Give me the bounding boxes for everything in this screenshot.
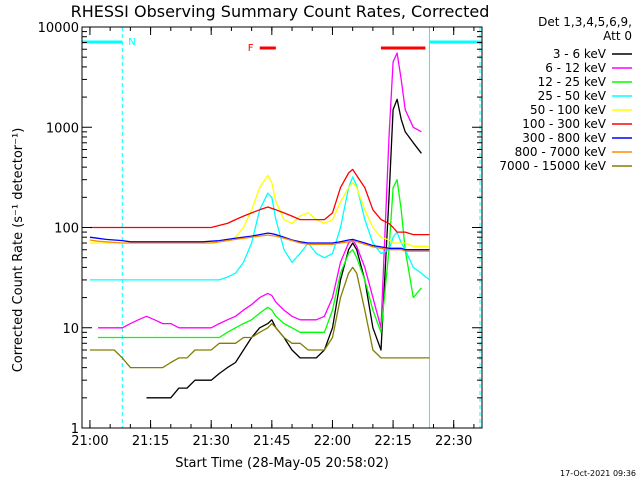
flare-label: F	[248, 43, 254, 54]
x-tick-label: 21:00	[71, 434, 108, 449]
legend-label: 7000 - 15000 keV	[499, 159, 606, 173]
x-tick-label: 22:30	[435, 434, 472, 449]
y-axis-label: Corrected Count Rate (s⁻¹ detector⁻¹)	[11, 128, 26, 373]
night-label: N	[128, 37, 135, 48]
timestamp: 17-Oct-2021 09:36	[560, 469, 636, 478]
y-tick-label: 100	[54, 222, 79, 237]
y-tick-label: 10000	[38, 21, 79, 36]
legend-label: 3 - 6 keV	[553, 47, 607, 61]
x-tick-label: 22:15	[374, 434, 411, 449]
chart-title: RHESSI Observing Summary Count Rates, Co…	[71, 2, 490, 21]
y-tick-label: 1000	[46, 121, 79, 136]
series-line-9	[89, 266, 430, 369]
series-line-4	[89, 176, 430, 281]
series-line-7	[89, 232, 430, 251]
series-line-2	[98, 52, 422, 329]
legend-label: 6 - 12 keV	[545, 61, 607, 75]
legend-label: 25 - 50 keV	[538, 89, 607, 103]
x-tick-label: 21:30	[192, 434, 229, 449]
legend-label: 12 - 25 keV	[538, 75, 607, 89]
axes-layer: 21:00 21:15 21:30 21:45 22:00 22:15 22:30 1 10 10…	[38, 21, 483, 449]
legend-label: 100 - 300 keV	[522, 117, 606, 131]
legend-label: 300 - 800 keV	[522, 131, 606, 145]
annotation-layer: NF	[81, 27, 483, 428]
legend-label: 800 - 7000 keV	[515, 145, 607, 159]
x-tick-label: 22:00	[314, 434, 351, 449]
y-tick-label: 10	[62, 322, 79, 337]
series-line-8	[89, 234, 430, 252]
x-tick-label: 21:45	[253, 434, 290, 449]
series-line-3	[98, 179, 422, 339]
y-tick-label: 1	[71, 422, 79, 437]
x-tick-label: 21:15	[132, 434, 169, 449]
series-layer	[89, 52, 430, 399]
series-line-6	[89, 168, 430, 236]
legend-header-line-1: Det 1,3,4,5,6,9,	[538, 15, 632, 29]
x-axis-label: Start Time (28-May-05 20:58:02)	[175, 456, 389, 471]
legend-header-line-2: Att 0	[603, 29, 632, 43]
legend-label: 50 - 100 keV	[530, 103, 607, 117]
